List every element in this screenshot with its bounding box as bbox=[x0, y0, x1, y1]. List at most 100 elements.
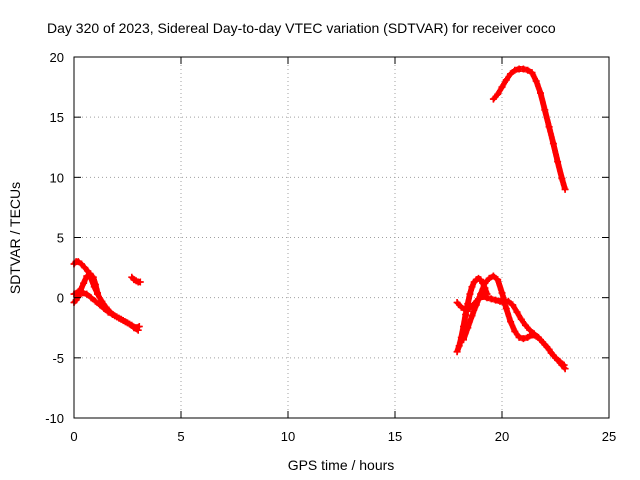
data-point bbox=[86, 270, 94, 278]
data-point bbox=[541, 106, 549, 114]
data-point bbox=[78, 260, 85, 268]
data-point bbox=[468, 312, 476, 320]
data-point bbox=[100, 305, 108, 312]
grid-lines bbox=[74, 57, 609, 418]
series-arc-8 bbox=[460, 272, 569, 373]
x-tick-label: 5 bbox=[177, 429, 184, 444]
series-arc-3 bbox=[70, 288, 142, 334]
x-tick-label: 25 bbox=[602, 429, 616, 444]
data-point bbox=[126, 320, 134, 328]
data-point bbox=[532, 332, 540, 340]
data-point bbox=[136, 278, 144, 286]
y-tick-label: 20 bbox=[50, 50, 64, 65]
data-point bbox=[109, 311, 116, 318]
data-point bbox=[517, 315, 525, 323]
data-point bbox=[554, 158, 562, 166]
data-point bbox=[511, 66, 519, 74]
x-tick-label: 10 bbox=[281, 429, 295, 444]
series-trace bbox=[460, 273, 569, 372]
data-point bbox=[135, 323, 143, 330]
series-trace bbox=[71, 288, 142, 334]
chart-title: Day 320 of 2023, Sidereal Day-to-day VTE… bbox=[47, 20, 556, 36]
data-point bbox=[74, 288, 82, 296]
data-point bbox=[513, 308, 521, 316]
data-point bbox=[554, 356, 562, 364]
data-point bbox=[94, 289, 101, 297]
data-point bbox=[81, 264, 89, 272]
data-point bbox=[489, 272, 497, 280]
data-point bbox=[537, 89, 544, 97]
series-arc-6 bbox=[453, 274, 491, 356]
data-point bbox=[502, 305, 510, 312]
data-point bbox=[558, 175, 566, 182]
data-point bbox=[549, 140, 557, 148]
data-point bbox=[455, 342, 463, 350]
data-point bbox=[498, 289, 506, 297]
data-point bbox=[121, 318, 129, 326]
x-tick-label: 15 bbox=[388, 429, 402, 444]
data-point bbox=[477, 290, 485, 298]
data-point bbox=[83, 290, 91, 298]
axis-ticks: 0 5 10 15 20 25 -10 -5 0 5 10 15 20 bbox=[45, 50, 616, 444]
data-point bbox=[561, 365, 569, 373]
data-point bbox=[494, 90, 502, 98]
data-point bbox=[464, 324, 472, 332]
data-point bbox=[545, 123, 553, 131]
data-point bbox=[532, 77, 540, 85]
data-point bbox=[507, 318, 515, 326]
data-point bbox=[91, 297, 99, 305]
y-tick-label: 10 bbox=[50, 170, 64, 185]
y-tick-label: -10 bbox=[45, 411, 64, 426]
data-point bbox=[79, 289, 87, 297]
data-point bbox=[91, 280, 99, 288]
data-point bbox=[483, 294, 491, 302]
data-point bbox=[528, 331, 536, 339]
data-point bbox=[549, 351, 557, 359]
data-point bbox=[524, 66, 532, 74]
data-point bbox=[511, 327, 519, 335]
data-point bbox=[485, 274, 493, 282]
data-point bbox=[519, 335, 527, 343]
data-point bbox=[541, 341, 549, 349]
data-point bbox=[561, 185, 569, 193]
data-point bbox=[117, 315, 125, 323]
data-point bbox=[519, 65, 527, 73]
data-point bbox=[96, 301, 104, 309]
data-point bbox=[489, 95, 497, 103]
data-point bbox=[453, 299, 461, 306]
data-point bbox=[522, 321, 529, 329]
data-point bbox=[130, 324, 138, 332]
data-point bbox=[453, 348, 461, 356]
data-point bbox=[507, 70, 515, 78]
data-point bbox=[98, 297, 106, 305]
series-arc-4 bbox=[128, 273, 144, 286]
data-point bbox=[472, 301, 480, 309]
data-point bbox=[481, 279, 489, 287]
data-point bbox=[80, 279, 88, 287]
data-point bbox=[468, 283, 476, 291]
data-point bbox=[477, 276, 485, 284]
data-point bbox=[113, 313, 121, 321]
data-point bbox=[494, 276, 502, 284]
data-point bbox=[89, 273, 97, 281]
x-tick-label: 0 bbox=[70, 429, 77, 444]
x-axis-label: GPS time / hours bbox=[288, 457, 395, 473]
x-tick-label: 20 bbox=[495, 429, 509, 444]
data-point bbox=[526, 326, 534, 334]
y-tick-label: 5 bbox=[57, 231, 64, 246]
y-tick-label: 0 bbox=[57, 291, 64, 306]
data-point bbox=[104, 308, 112, 316]
y-tick-label: -5 bbox=[52, 351, 64, 366]
y-axis-label: SDTVAR / TECUs bbox=[7, 182, 23, 294]
data-point bbox=[460, 336, 467, 344]
data-point bbox=[558, 361, 566, 369]
data-point bbox=[87, 294, 95, 302]
data-point bbox=[502, 76, 510, 84]
data-point bbox=[462, 306, 470, 314]
data-point bbox=[487, 295, 495, 303]
data-point bbox=[466, 290, 474, 298]
y-tick-label: 15 bbox=[50, 110, 64, 125]
data-point bbox=[537, 336, 544, 344]
data-point bbox=[545, 345, 553, 353]
